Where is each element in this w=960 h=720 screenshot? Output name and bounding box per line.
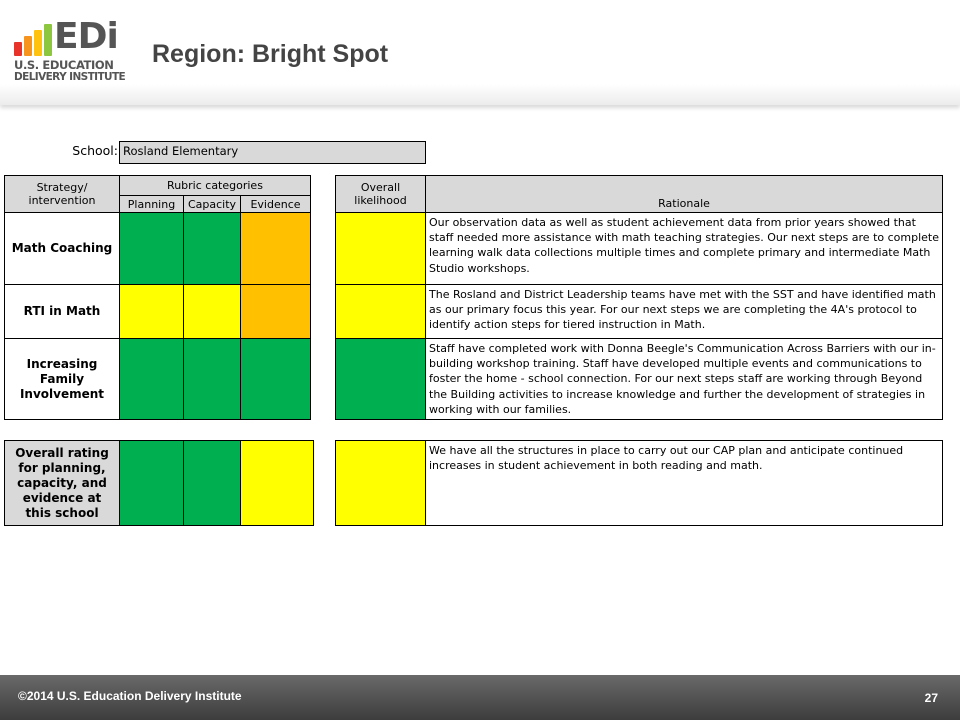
strategy-math-coaching: Math Coaching [4,212,120,285]
evidence-rating-math-coaching [240,212,311,285]
evidence-rating-family-involvement [240,338,311,420]
rationale-family-involvement: Staff have completed work with Donna Bee… [425,338,943,420]
logo-bars-icon [14,24,54,56]
overall-planning-rating [119,440,184,526]
logo-letters: EDi [54,16,119,57]
slide-header: EDi U.S. EDUCATION DELIVERY INSTITUTE Re… [0,0,960,105]
logo-bar-orange [24,36,32,56]
overall-likelihood-header: Overall likelihood [335,175,426,213]
overall-rating-label: Overall rating for planning, capacity, a… [4,440,120,526]
edi-logo: EDi U.S. EDUCATION DELIVERY INSTITUTE [14,16,126,83]
page-title: Region: Bright Spot [152,40,389,68]
page-number: 27 [924,691,938,705]
likelihood-rating-family-involvement [335,338,426,420]
capacity-header: Capacity [183,195,241,213]
logo-line-2: DELIVERY INSTITUTE [14,71,126,83]
copyright-text: ©2014 U.S. Education Delivery Institute [18,689,242,703]
logo-bar-yellow [34,30,42,56]
logo-bar-red [14,42,22,56]
logo-line-1: U.S. EDUCATION [14,58,114,72]
school-label: School: [72,143,118,158]
overall-rationale: We have all the structures in place to c… [425,440,943,526]
rubric-categories-header: Rubric categories [119,175,311,196]
evidence-rating-rti-in-math [240,284,311,339]
planning-rating-math-coaching [119,212,184,285]
strategy-rti-in-math: RTI in Math [4,284,120,339]
planning-rating-rti-in-math [119,284,184,339]
rationale-math-coaching: Our observation data as well as student … [425,212,943,285]
likelihood-rating-rti-in-math [335,284,426,339]
capacity-rating-family-involvement [183,338,241,420]
slide-footer: ©2014 U.S. Education Delivery Institute … [0,675,960,720]
strategy-header: Strategy/ intervention [4,175,120,213]
rationale-header: Rationale [425,175,943,213]
school-name-field: Rosland Elementary [119,141,426,164]
evidence-header: Evidence [240,195,311,213]
planning-header: Planning [119,195,184,213]
likelihood-rating-math-coaching [335,212,426,285]
capacity-rating-rti-in-math [183,284,241,339]
overall-capacity-rating [183,440,241,526]
rationale-rti-in-math: The Rosland and District Leadership team… [425,284,943,339]
overall-likelihood-rating [335,440,426,526]
capacity-rating-math-coaching [183,212,241,285]
strategy-family-involvement: Increasing Family Involvement [4,338,120,420]
overall-evidence-rating [240,440,314,526]
rationale-header-label: Rationale [658,197,710,210]
logo-bar-green [44,24,52,56]
planning-rating-family-involvement [119,338,184,420]
